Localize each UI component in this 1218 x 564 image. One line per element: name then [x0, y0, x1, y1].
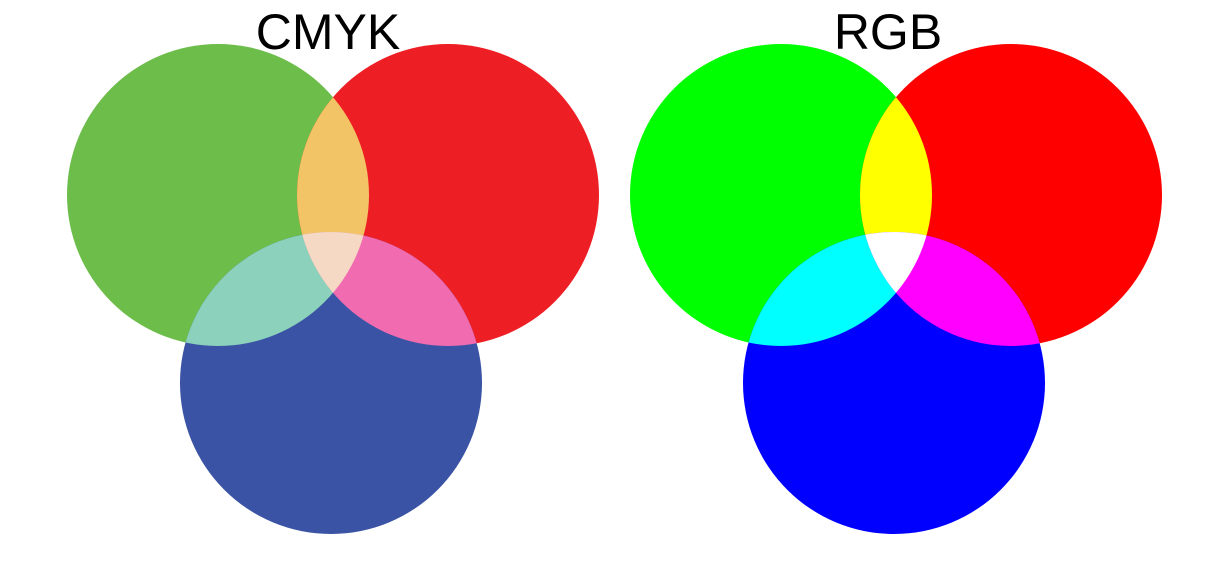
cmyk-red-blue-overlap: [297, 232, 482, 346]
cmyk-title: CMYK: [255, 4, 401, 60]
rgb-red-blue-overlap: [860, 232, 1045, 346]
rgb-green-blue-overlap: [743, 232, 932, 346]
cmyk-venn: [67, 44, 599, 534]
rgb-title: RGB: [833, 4, 943, 60]
cmyk-green-blue-overlap: [180, 232, 369, 346]
rgb-venn: [630, 44, 1162, 534]
